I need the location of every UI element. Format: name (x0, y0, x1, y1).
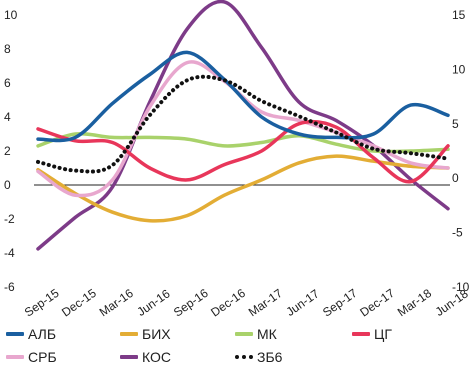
x-tick-label-10: Mar-18 (395, 286, 434, 319)
legend-row-2: СРБ КОС ЗБ6 (6, 345, 471, 368)
series-line-0 (36, 50, 450, 143)
x-tick-label-2: Mar-16 (97, 286, 136, 319)
x-tick-label-0: Sep-15 (22, 286, 62, 320)
x-tick-label-9: Dec-17 (357, 286, 397, 320)
legend-label-kos: КОС (142, 348, 171, 365)
y-right-tick-label-3: 0 (452, 171, 459, 185)
line-chart: 1086420-2-4-6151050-5-10Sep-15Dec-15Mar-… (4, 0, 471, 320)
series-line-1 (36, 154, 450, 223)
series-line-4 (36, 60, 450, 198)
legend-label-zb6: ЗБ6 (257, 348, 283, 365)
legend-label-srb: СРБ (28, 348, 57, 365)
legend-item-bih: БИХ (120, 326, 235, 342)
legend-label-alb: АЛБ (28, 325, 57, 342)
y-left-tick-label-2: 6 (4, 76, 11, 90)
series-line-3 (36, 119, 450, 184)
legend-swatch-mk (235, 331, 253, 336)
y-left-tick-label-6: -2 (4, 212, 15, 226)
x-tick-label-4: Sep-16 (171, 286, 211, 320)
legend-item-alb: АЛБ (6, 326, 120, 342)
y-right-tick-label-2: 5 (452, 117, 459, 131)
x-tick-label-8: Sep-17 (320, 286, 360, 320)
y-right-tick-label-1: 10 (452, 62, 466, 76)
y-right-tick-label-5: -10 (452, 280, 470, 294)
legend-item-srb: СРБ (6, 349, 120, 365)
legend-label-bih: БИХ (142, 325, 171, 342)
legend-row-1: АЛБ БИХ МК ЦГ (6, 322, 471, 345)
y-left-tick-label-4: 2 (4, 144, 11, 158)
legend-swatch-srb (6, 354, 24, 359)
legend-swatch-zb6 (235, 354, 253, 359)
legend-swatch-cg (352, 331, 370, 336)
y-left-tick-label-7: -4 (4, 246, 15, 260)
series-line-2 (36, 131, 450, 154)
y-left-tick-label-8: -6 (4, 280, 15, 294)
legend-label-mk: МК (257, 325, 277, 342)
y-left-tick-label-3: 4 (4, 110, 11, 124)
x-tick-label-7: Jun-17 (284, 286, 322, 319)
y-left-tick-label-0: 10 (4, 8, 18, 22)
legend: АЛБ БИХ МК ЦГ СРБ КОС (6, 322, 471, 368)
x-tick-label-5: Dec-16 (208, 286, 248, 320)
x-tick-label-1: Dec-15 (59, 286, 99, 320)
y-left-tick-label-5: 0 (4, 178, 11, 192)
x-tick-label-6: Mar-17 (246, 286, 285, 319)
legend-item-zb6: ЗБ6 (235, 349, 282, 365)
legend-swatch-bih (120, 331, 138, 336)
x-tick-label-3: Jun-16 (134, 286, 172, 319)
legend-item-mk: МК (235, 326, 352, 342)
legend-label-cg: ЦГ (374, 325, 392, 342)
y-right-tick-label-0: 15 (452, 8, 466, 22)
legend-item-kos: КОС (120, 349, 235, 365)
y-right-tick-label-4: -5 (452, 226, 463, 240)
legend-swatch-kos (120, 354, 138, 359)
legend-swatch-alb (6, 331, 24, 336)
y-left-tick-label-1: 8 (4, 42, 11, 56)
series-line-6 (36, 74, 450, 174)
legend-item-cg: ЦГ (352, 326, 392, 342)
